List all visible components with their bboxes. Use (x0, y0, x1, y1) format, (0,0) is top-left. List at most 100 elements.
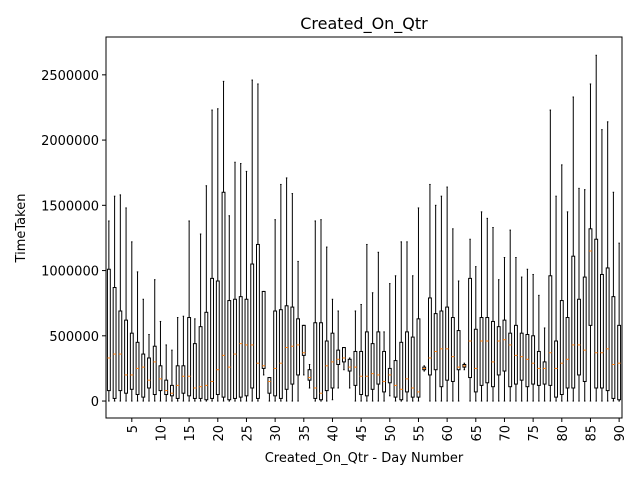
box (261, 290, 266, 369)
box (491, 320, 495, 388)
box (359, 350, 364, 396)
box (267, 377, 272, 394)
box (468, 277, 472, 379)
box (582, 276, 587, 382)
box (238, 296, 243, 398)
box (256, 243, 260, 399)
x-tick-label: 85 (584, 425, 599, 442)
box (399, 341, 404, 401)
y-tick-label: 500000 (49, 330, 99, 345)
box (428, 297, 432, 376)
box (296, 318, 300, 376)
box (152, 345, 157, 396)
box (233, 298, 237, 399)
y-tick-label: 1500000 (41, 199, 99, 214)
box (147, 357, 151, 389)
box (479, 317, 484, 386)
box (301, 324, 306, 356)
box (307, 369, 312, 381)
box (514, 324, 518, 385)
box (473, 328, 478, 393)
box (175, 365, 180, 399)
x-tick-label: 65 (470, 425, 485, 442)
box (577, 298, 581, 376)
box (387, 367, 392, 384)
x-tick-label: 40 (326, 425, 341, 442)
box (204, 311, 209, 401)
box (364, 331, 369, 397)
box (106, 268, 111, 392)
y-tick-label: 0 (91, 395, 99, 410)
box (250, 263, 255, 389)
box (187, 317, 192, 397)
x-tick-label: 15 (183, 425, 198, 442)
box (164, 379, 169, 396)
box (445, 306, 450, 381)
box (141, 353, 146, 398)
box (485, 317, 490, 384)
box (617, 324, 622, 401)
box (181, 365, 186, 394)
box (118, 310, 123, 392)
box (376, 331, 381, 385)
x-tick-label: 35 (298, 425, 313, 442)
box (353, 350, 358, 386)
box (496, 326, 501, 376)
box (215, 280, 220, 396)
x-tick-label: 25 (240, 425, 255, 442)
x-tick-label: 50 (384, 425, 399, 442)
x-tick-label: 20 (212, 425, 227, 442)
x-tick-label: 30 (269, 425, 284, 442)
plot-frame (105, 36, 623, 419)
box (611, 296, 616, 399)
box (124, 319, 128, 394)
box (129, 332, 134, 390)
box (170, 384, 174, 397)
box (565, 317, 570, 389)
box (244, 298, 249, 397)
y-axis-label: TimeTaken (14, 194, 29, 264)
box (278, 309, 283, 399)
box (158, 365, 163, 392)
y-tick-label: 1000000 (41, 265, 99, 280)
x-tick-label: 5 (126, 425, 141, 433)
box (525, 333, 530, 388)
x-tick-label: 45 (355, 425, 370, 442)
y-tick-label: 2500000 (41, 69, 99, 84)
box (192, 343, 197, 399)
box (554, 340, 559, 398)
box (330, 332, 335, 389)
x-axis-label: Created_On_Qtr - Day Number (265, 451, 464, 466)
box (605, 267, 610, 392)
x-tick-label: 55 (412, 425, 427, 442)
box (508, 332, 513, 388)
box (531, 335, 536, 385)
box (433, 313, 438, 371)
x-tick-label: 75 (527, 425, 542, 442)
box (450, 317, 455, 382)
box (210, 277, 214, 399)
box (347, 358, 352, 372)
x-tick-label: 60 (441, 425, 456, 442)
box (313, 322, 318, 399)
box (542, 361, 547, 385)
box (221, 191, 226, 398)
box (548, 275, 553, 386)
box (198, 326, 203, 399)
x-tick-label: 80 (556, 425, 571, 442)
box (336, 349, 341, 366)
chart-title: Created_On_Qtr (300, 14, 428, 34)
box (227, 300, 232, 401)
box (502, 319, 507, 372)
box (410, 336, 415, 398)
box (405, 331, 409, 393)
box (416, 318, 421, 398)
box (382, 350, 386, 393)
x-tick-label: 70 (498, 425, 513, 442)
box (290, 306, 295, 385)
y-tick-label: 2000000 (41, 134, 99, 149)
box (370, 343, 375, 390)
x-tick-label: 90 (613, 425, 628, 442)
box (559, 300, 564, 396)
